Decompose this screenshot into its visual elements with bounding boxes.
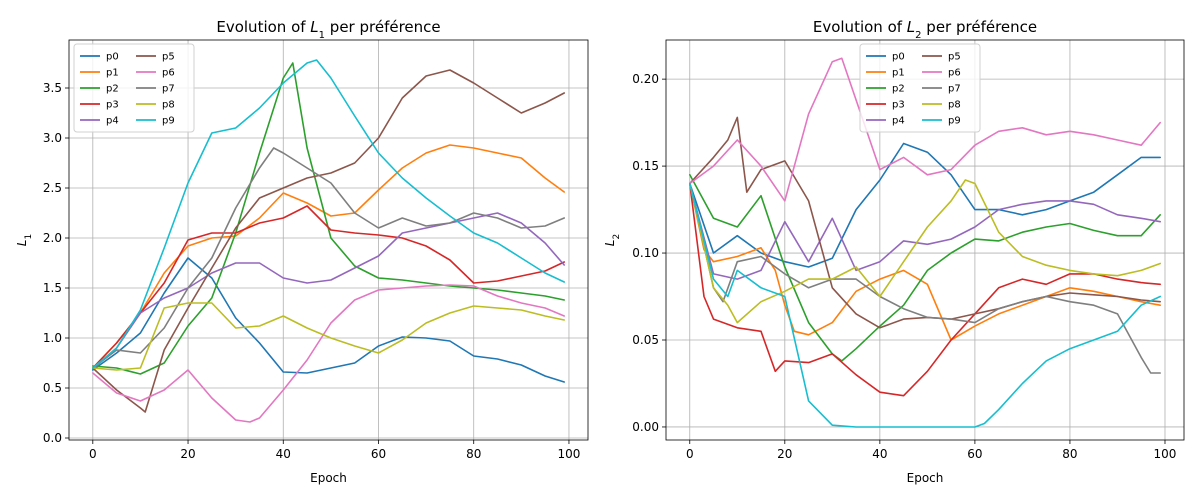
left-series-line-p6 — [92, 284, 566, 423]
right-y-tick-label: 0.20 — [632, 72, 659, 86]
right-series-line-p3 — [688, 182, 1161, 397]
right-chart: 0 20 40 60 80 100 0.00 0.05 0.10 0.15 0.20 Evoluti… — [603, 18, 1185, 485]
right-x-tick-label: 60 — [967, 447, 982, 461]
right-series-line-p5 — [688, 116, 1161, 329]
left-ticks-layer: 0 20 40 60 80 100 0.0 0.5 1.0 1.5 2.0 2.5 3.0 3.5 — [43, 81, 581, 461]
left-series-line-p8 — [92, 302, 566, 371]
left-grid-layer — [69, 40, 588, 440]
left-series-line-p2 — [92, 62, 566, 375]
left-x-tick-label: 80 — [466, 447, 481, 461]
right-legend-label-p6: p6 — [948, 68, 961, 79]
left-legend-label-p2: p2 — [106, 84, 119, 95]
right-legend-label-p8: p8 — [948, 100, 961, 111]
right-chart-title: Evolution of L2 per préférence — [813, 18, 1037, 41]
right-legend-label-p2: p2 — [892, 84, 905, 95]
right-y-tick-label: 0.15 — [632, 159, 659, 173]
right-legend-label-p7: p7 — [948, 84, 961, 95]
left-legend: p0 p1 p2 p3 p4 p5 p6 p7 p8 p9 — [73, 43, 195, 133]
left-y-tick-label: 3.0 — [43, 131, 62, 145]
left-legend-label-p4: p4 — [106, 116, 119, 127]
right-legend-label-p5: p5 — [948, 52, 961, 63]
right-series-line-p8 — [688, 179, 1161, 324]
right-legend: p0 p1 p2 p3 p4 p5 p6 p7 p8 p9 — [859, 43, 981, 133]
right-series-line-p7 — [688, 182, 1161, 374]
left-legend-label-p6: p6 — [162, 68, 175, 79]
right-legend-label-p4: p4 — [892, 116, 905, 127]
right-series-line-p1 — [688, 182, 1161, 341]
left-plot-frame — [68, 39, 589, 441]
left-x-axis-label: Epoch — [310, 471, 347, 485]
left-y-tick-label: 2.0 — [43, 231, 62, 245]
left-x-tick-label: 20 — [180, 447, 195, 461]
right-legend-label-p0: p0 — [892, 52, 905, 63]
right-ticks-layer: 0 20 40 60 80 100 0.00 0.05 0.10 0.15 0.20 — [632, 72, 1176, 461]
left-legend-label-p9: p9 — [162, 116, 175, 127]
right-series-line-p2 — [688, 174, 1161, 362]
right-x-tick-label: 100 — [1154, 447, 1177, 461]
left-series-line-p3 — [92, 205, 566, 369]
right-y-tick-label: 0.10 — [632, 246, 659, 260]
right-series-line-p4 — [688, 182, 1161, 280]
left-chart: 0 20 40 60 80 100 0.0 0.5 1.0 1.5 2.0 2.5 3.0 3.5 Evo… — [15, 18, 589, 485]
right-plot-frame — [665, 39, 1185, 441]
right-x-tick-label: 20 — [777, 447, 792, 461]
left-chart-title: Evolution of L1 per préférence — [216, 18, 440, 41]
left-x-tick-label: 60 — [371, 447, 386, 461]
left-series-layer — [92, 59, 566, 423]
right-series-layer — [688, 57, 1161, 428]
right-legend-label-p9: p9 — [948, 116, 961, 127]
left-y-tick-label: 2.5 — [43, 181, 62, 195]
left-y-tick-label: 1.0 — [43, 331, 62, 345]
left-y-tick-label: 0.0 — [43, 431, 62, 445]
right-y-tick-label: 0.05 — [632, 333, 659, 347]
right-grid-layer — [666, 40, 1184, 440]
right-x-tick-label: 40 — [872, 447, 887, 461]
right-legend-label-p1: p1 — [892, 68, 905, 79]
right-y-tick-label: 0.00 — [632, 420, 659, 434]
left-y-tick-label: 0.5 — [43, 381, 62, 395]
left-legend-label-p0: p0 — [106, 52, 119, 63]
right-series-line-p9 — [688, 182, 1161, 428]
left-x-tick-label: 100 — [558, 447, 581, 461]
left-series-line-p9 — [92, 59, 566, 369]
left-series-line-p1 — [92, 144, 566, 369]
left-series-line-p4 — [92, 212, 566, 370]
left-x-tick-label: 0 — [89, 447, 97, 461]
left-legend-label-p3: p3 — [106, 100, 119, 111]
left-y-tick-label: 3.5 — [43, 81, 62, 95]
right-x-axis-label: Epoch — [907, 471, 944, 485]
right-x-tick-label: 0 — [686, 447, 694, 461]
left-legend-label-p8: p8 — [162, 100, 175, 111]
left-legend-label-p1: p1 — [106, 68, 119, 79]
left-series-line-p7 — [92, 147, 566, 369]
left-series-line-p0 — [92, 257, 566, 383]
left-legend-box — [73, 43, 195, 133]
right-series-line-p6 — [688, 57, 1161, 202]
right-x-tick-label: 80 — [1062, 447, 1077, 461]
right-legend-label-p3: p3 — [892, 100, 905, 111]
right-legend-box — [859, 43, 981, 133]
left-legend-label-p5: p5 — [162, 52, 175, 63]
right-y-axis-label: L2 — [603, 234, 622, 246]
left-legend-label-p7: p7 — [162, 84, 175, 95]
left-x-tick-label: 40 — [276, 447, 291, 461]
left-y-axis-label: L1 — [15, 234, 34, 246]
left-y-tick-label: 1.5 — [43, 281, 62, 295]
